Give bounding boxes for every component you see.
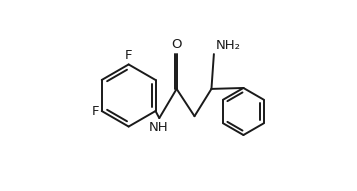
Text: NH: NH — [149, 121, 169, 134]
Text: F: F — [92, 104, 100, 117]
Text: F: F — [125, 49, 132, 62]
Text: O: O — [171, 38, 182, 51]
Text: NH₂: NH₂ — [216, 39, 241, 52]
